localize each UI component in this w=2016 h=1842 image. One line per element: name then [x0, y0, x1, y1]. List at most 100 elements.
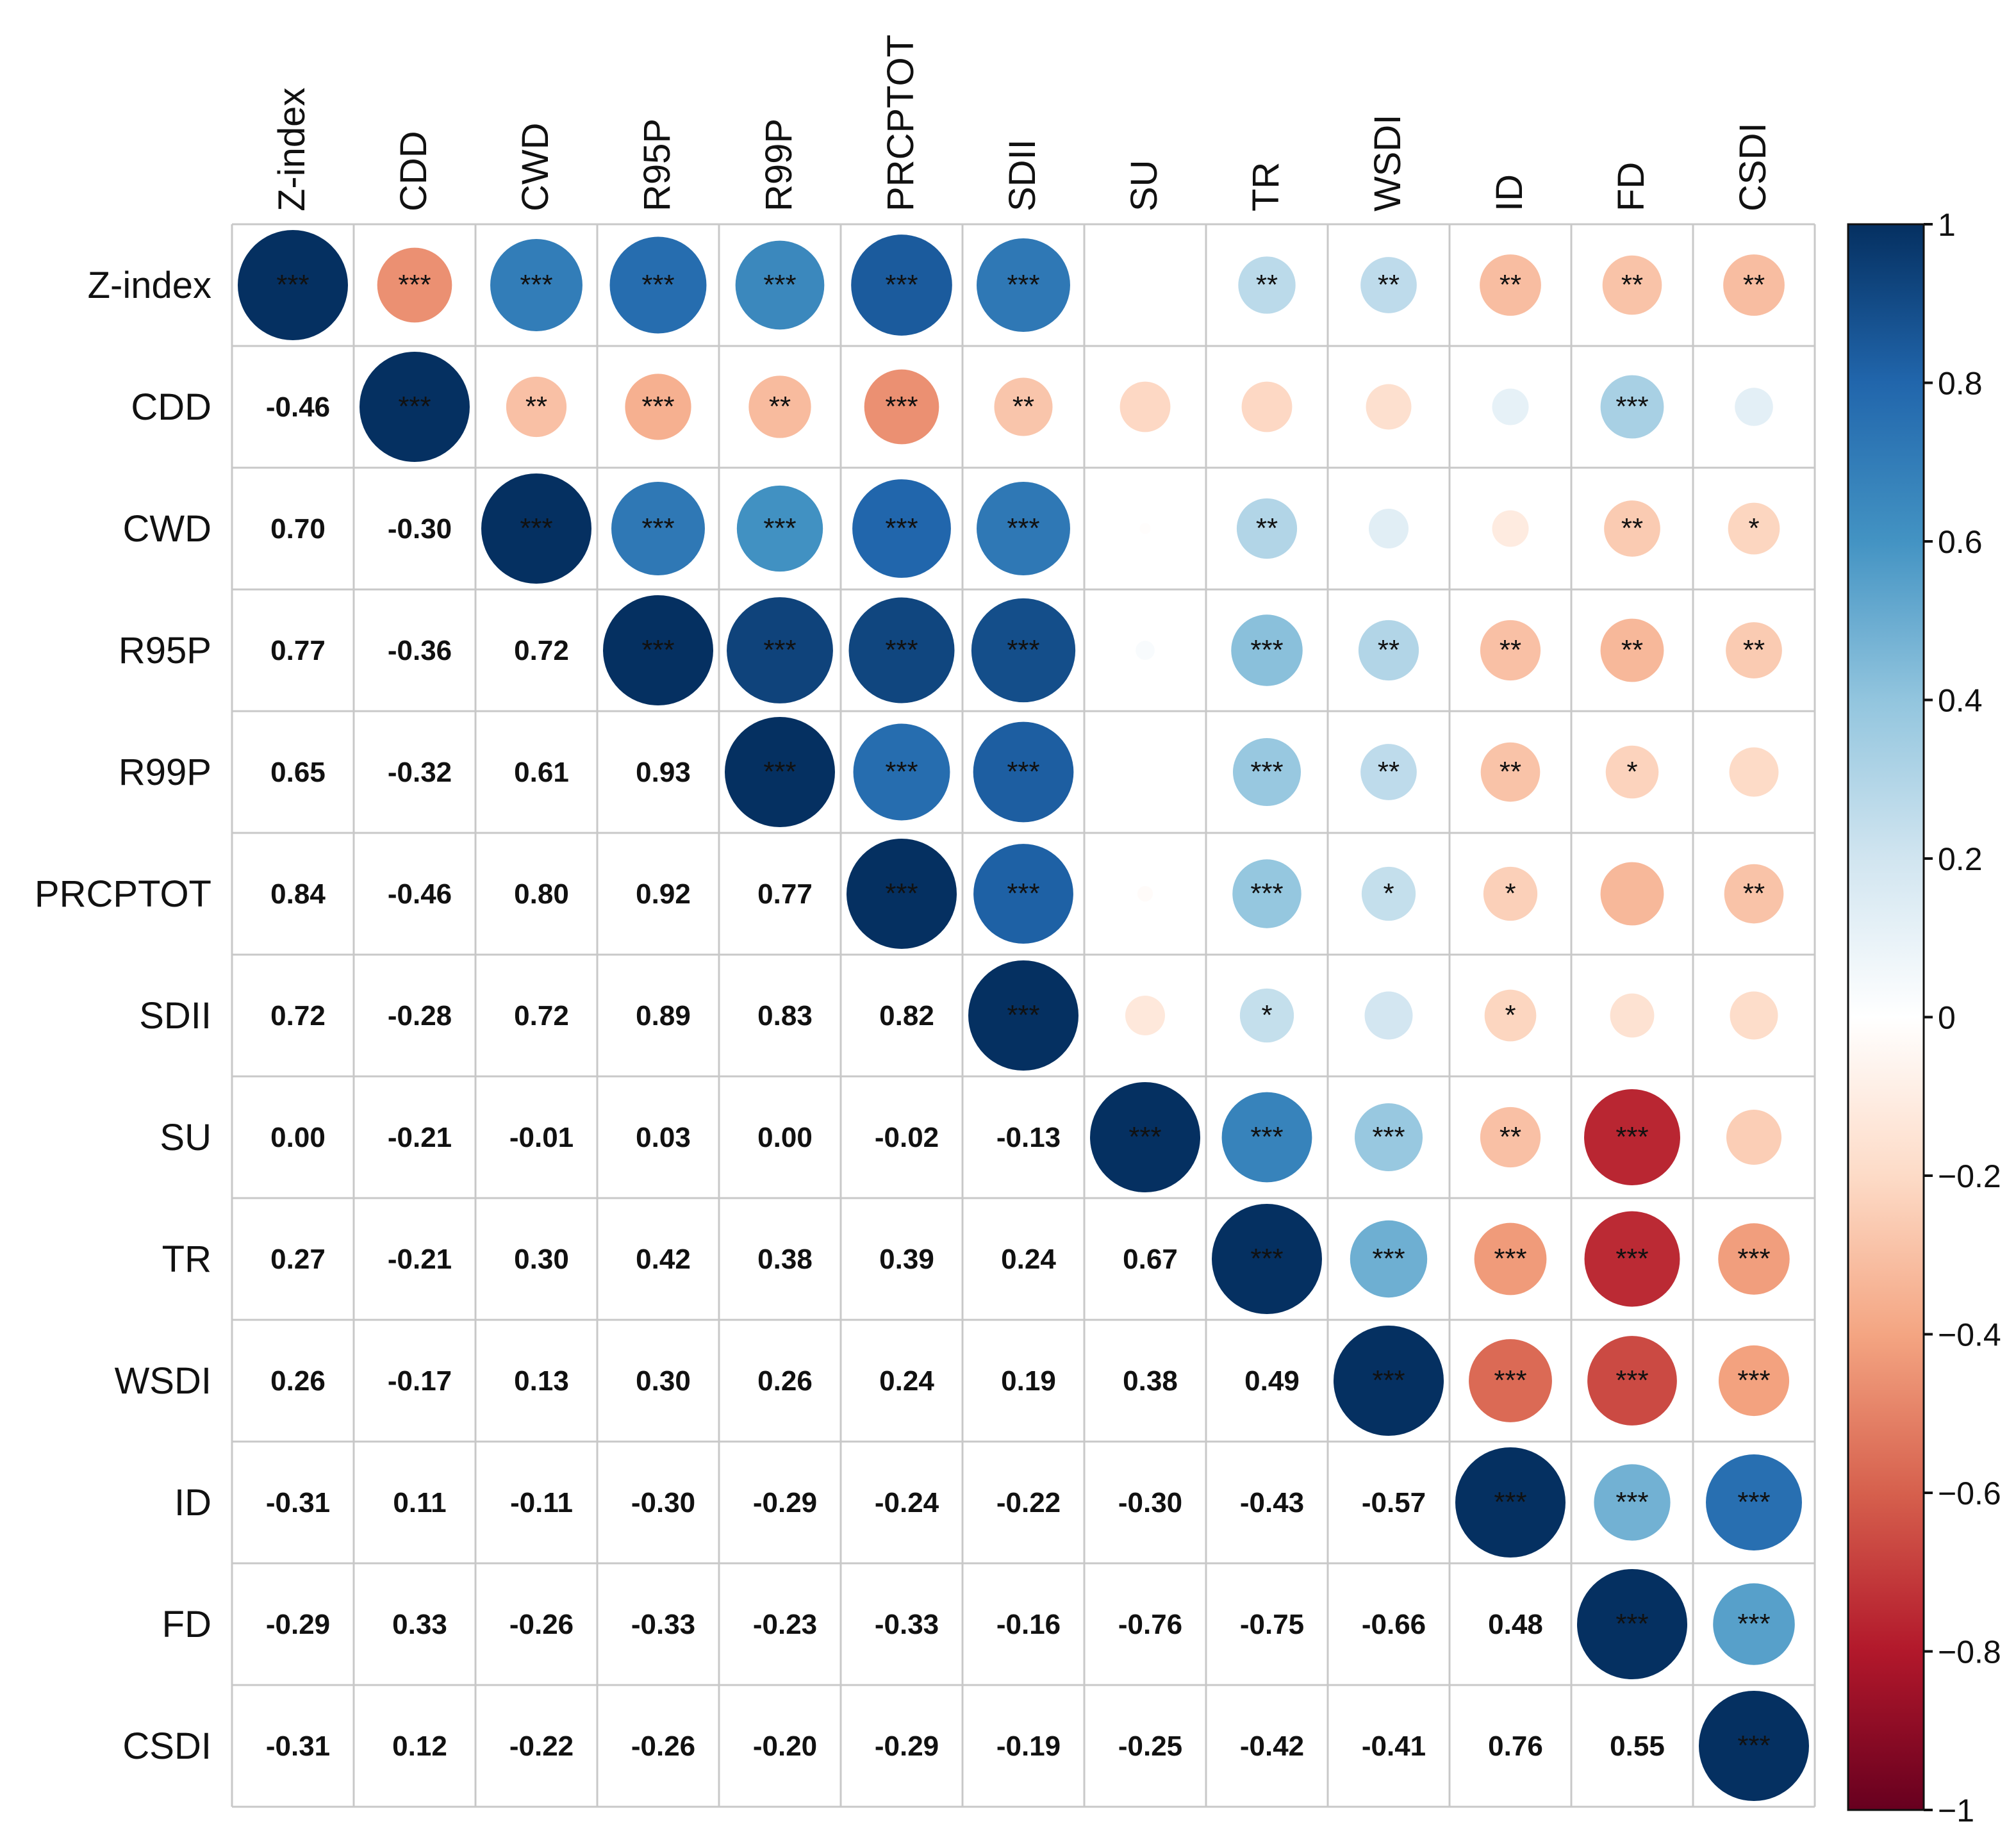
corr-value-label: -0.46: [266, 391, 330, 423]
corr-circle: [847, 839, 957, 949]
row-label: R95P: [119, 630, 211, 671]
column-labels: Z-index CDD CWD R95P R99P PRCPTOT SDII SU TR WSDI…: [271, 35, 1774, 211]
row-label: CWD: [122, 508, 211, 550]
column-label: CWD: [515, 122, 556, 211]
corr-value-label: 0.72: [514, 635, 569, 666]
significance-stars: ***: [885, 391, 918, 422]
corr-circle: [1577, 1569, 1687, 1679]
corr-circle: [1139, 523, 1151, 534]
corr-circle: [1221, 1092, 1312, 1183]
column-label: Z-index: [271, 88, 313, 211]
significance-stars: ***: [1615, 1243, 1648, 1274]
significance-stars: **: [1500, 1121, 1521, 1153]
significance-stars: *: [1261, 999, 1272, 1031]
corr-circle: [977, 238, 1070, 332]
corr-value-label: -0.30: [631, 1487, 695, 1518]
corr-circle: [1735, 388, 1773, 426]
row-label: SDII: [139, 995, 211, 1037]
corr-value-label: 0.27: [270, 1244, 326, 1275]
significance-stars: ***: [1615, 1608, 1648, 1640]
corr-value-label: -0.17: [388, 1365, 452, 1397]
corr-circle: [864, 369, 939, 445]
significance-stars: ***: [1494, 1243, 1526, 1274]
significance-stars: ***: [1372, 1243, 1405, 1274]
significance-stars: ***: [1737, 1486, 1770, 1518]
column-label: CSDI: [1732, 122, 1774, 211]
corr-circle: [1587, 1336, 1677, 1426]
significance-stars: **: [1743, 878, 1765, 909]
significance-stars: ***: [1494, 1365, 1526, 1396]
corr-value-label: -0.42: [1240, 1731, 1304, 1762]
corr-circle: [1484, 989, 1537, 1042]
significance-stars: ***: [1007, 999, 1039, 1031]
corr-value-label: -0.33: [631, 1609, 695, 1640]
corr-circle: [1610, 993, 1655, 1038]
corr-circle: [848, 597, 955, 703]
colorbar-tick-label: −1: [1938, 1793, 1974, 1829]
corr-value-label: 0.26: [270, 1365, 326, 1397]
corr-circle: [1136, 641, 1155, 660]
corr-circle: [748, 375, 811, 438]
corr-value-label: 0.84: [270, 878, 326, 910]
corr-value-label: -0.22: [996, 1487, 1061, 1518]
significance-stars: ***: [520, 513, 552, 544]
corr-circle: [1358, 620, 1419, 681]
corr-circle: [1236, 498, 1298, 559]
colorbar-tick-label: 0.8: [1938, 366, 1983, 402]
corr-value-label: 0.00: [757, 1122, 813, 1153]
corr-value-label: 0.03: [636, 1122, 691, 1153]
significance-stars: **: [1500, 634, 1521, 666]
corr-circle: [851, 234, 952, 336]
corr-circle: [1137, 885, 1153, 902]
corr-circle: [377, 247, 452, 323]
column-label: WSDI: [1367, 115, 1409, 211]
corr-value-label: -0.43: [1240, 1487, 1304, 1518]
significance-stars: ***: [1737, 1243, 1770, 1274]
corr-circle: [735, 240, 825, 330]
row-label: SU: [160, 1117, 211, 1158]
column-label: CDD: [393, 131, 434, 211]
colorbar-tick-label: 0.2: [1938, 841, 1983, 877]
significance-stars: **: [1378, 756, 1400, 787]
colorbar-tick-label: 0.6: [1938, 524, 1983, 560]
significance-stars: *: [1383, 878, 1394, 909]
significance-stars: ***: [1250, 878, 1283, 909]
colorbar-gradient: [1847, 223, 1925, 1811]
significance-stars: ***: [1250, 1243, 1283, 1274]
corr-circle: [1366, 384, 1412, 430]
corr-value-label: -0.31: [266, 1731, 330, 1762]
corr-value-label: -0.21: [388, 1244, 452, 1275]
colorbar-tick-label: 1: [1938, 207, 1956, 243]
corr-circle: [1584, 1211, 1680, 1307]
significance-stars: ***: [763, 634, 796, 666]
corr-circle: [1090, 1082, 1200, 1192]
corr-circle: [725, 717, 835, 827]
corr-value-label: 0.30: [636, 1365, 691, 1397]
corr-value-label: -0.29: [875, 1731, 939, 1762]
significance-stars: ***: [1737, 1730, 1770, 1761]
significance-stars: ***: [1250, 756, 1283, 787]
corr-value-label: 0.38: [757, 1244, 813, 1275]
colorbar-tick-label: −0.4: [1938, 1317, 2001, 1353]
corr-circle: [1723, 254, 1785, 316]
row-label: CSDI: [122, 1725, 211, 1767]
corr-circle: [1706, 1454, 1802, 1550]
corr-value-label: 0.77: [270, 635, 326, 666]
corr-value-label: 0.93: [636, 757, 691, 788]
corr-value-label: 0.67: [1123, 1244, 1178, 1275]
corr-circle: [1492, 388, 1529, 425]
corr-value-label: -0.33: [875, 1609, 939, 1640]
corr-circle: [625, 374, 691, 440]
corr-circle: [853, 723, 950, 821]
colorbar-tick-label: −0.2: [1938, 1158, 2001, 1194]
corr-circle: [1726, 1110, 1781, 1165]
significance-stars: ***: [1250, 634, 1283, 666]
significance-stars: *: [1505, 999, 1516, 1031]
colorbar-tick-label: −0.8: [1938, 1634, 2001, 1670]
corr-value-label: 0.49: [1244, 1365, 1300, 1397]
corr-value-label: 0.82: [879, 1000, 934, 1032]
row-label: CDD: [131, 386, 211, 428]
colorbar-tick-label: 0.4: [1938, 683, 1983, 719]
significance-stars: ***: [1372, 1365, 1405, 1396]
